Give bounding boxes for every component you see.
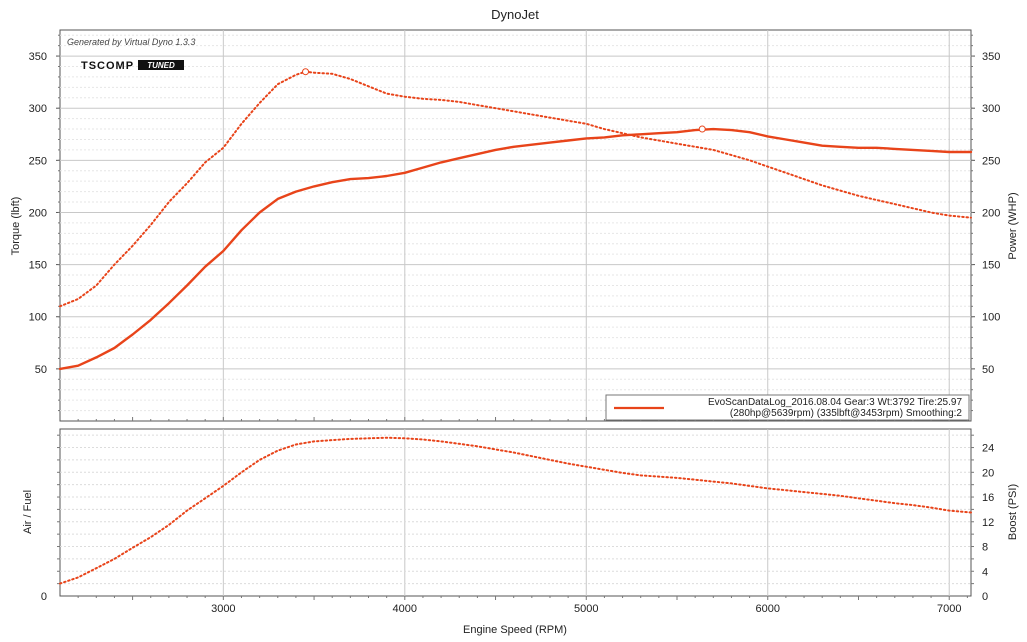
afr-boost-plot-area	[59, 428, 972, 597]
legend-line-2: (280hp@5639rpm) (335lbft@3453rpm) Smooth…	[730, 408, 963, 419]
y-tick-label-right: 0	[982, 591, 988, 603]
x-tick-label: 6000	[756, 603, 780, 615]
logo-badge	[138, 60, 184, 70]
x-tick-label: 3000	[211, 603, 235, 615]
y-tick-label-right: 24	[982, 443, 994, 455]
y-tick-label-right: 200	[982, 207, 1000, 219]
y-tick-label-left: 50	[35, 364, 47, 376]
y-tick-label-right: 250	[982, 155, 1000, 167]
torque-series-line	[59, 70, 972, 308]
y-tick-label-right: 8	[982, 542, 988, 554]
x-axis-label: Engine Speed (RPM)	[463, 624, 567, 636]
legend-box	[605, 394, 970, 421]
y-tick-label-right: 20	[982, 467, 994, 479]
x-tick-label: 4000	[393, 603, 417, 615]
y-tick-label-right: 12	[982, 517, 994, 529]
torque-series-line-peak-marker	[302, 68, 310, 76]
legend: EvoScanDataLog_2016.08.04 Gear:3 Wt:3792…	[605, 394, 970, 421]
y-tick-label-right: 4	[982, 566, 988, 578]
torque-power-plot-area	[59, 29, 972, 422]
tscomp-logo: TSCOMP TUNED	[81, 60, 184, 72]
x-tick-label: 7000	[937, 603, 961, 615]
y-axis-label-right-top: Power (WHP)	[1007, 192, 1019, 259]
top-series	[58, 68, 973, 371]
bottom-tick-labels: 3000 4000 5000 6000 7000 0 4 8 12 16 20 24 0	[41, 434, 994, 615]
power-series-line-peak-marker	[698, 125, 706, 133]
y-tick-label-left: 350	[29, 51, 47, 63]
y-axis-label-right-bottom: Boost (PSI)	[1007, 484, 1019, 540]
y-tick-label-right: 300	[982, 103, 1000, 115]
logo-right-text: TUNED	[147, 61, 175, 70]
x-tick-label: 5000	[574, 603, 598, 615]
y-axis-label-left-top: Torque (lbft)	[10, 197, 22, 256]
y-tick-label-left: 250	[29, 155, 47, 167]
y-axis-label-left-bottom: Air / Fuel	[22, 490, 34, 534]
y-tick-label-left: 300	[29, 103, 47, 115]
credit-text: Generated by Virtual Dyno 1.3.3	[67, 37, 195, 47]
y-tick-label-right: 50	[982, 364, 994, 376]
boost-series-line	[59, 436, 972, 585]
y-tick-label-right: 150	[982, 260, 1000, 272]
bottom-series	[59, 436, 972, 585]
legend-line-1: EvoScanDataLog_2016.08.04 Gear:3 Wt:3792…	[708, 397, 963, 408]
top-grid	[60, 30, 971, 421]
bottom-grid	[60, 429, 971, 596]
y-tick-label-right: 350	[982, 51, 1000, 63]
y-tick-label-left: 0	[41, 591, 47, 603]
y-tick-label-left: 150	[29, 260, 47, 272]
power-series-line	[58, 127, 973, 371]
y-tick-label-left: 100	[29, 312, 47, 324]
logo-left-text: TSCOMP	[81, 60, 134, 72]
chart-title: DynoJet	[491, 7, 539, 22]
y-tick-label-left: 200	[29, 207, 47, 219]
y-tick-label-right: 16	[982, 492, 994, 504]
y-tick-label-right: 100	[982, 312, 1000, 324]
